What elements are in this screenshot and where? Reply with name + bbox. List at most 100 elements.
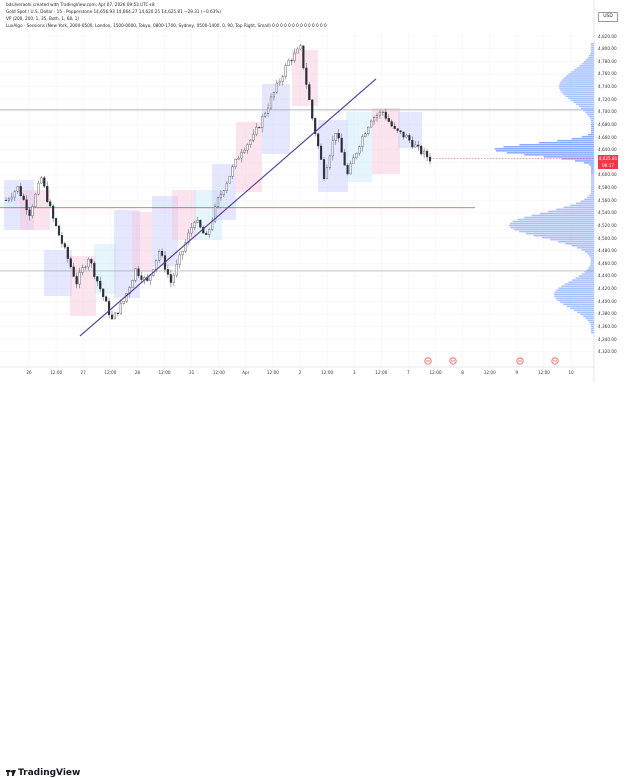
candle-body	[10, 196, 13, 200]
candle-body	[240, 152, 243, 159]
candle-body	[411, 140, 414, 148]
volume-profile-bar	[578, 105, 594, 108]
time-tick-label: 10	[568, 370, 574, 375]
candle-body	[116, 312, 119, 315]
volume-profile-bar	[559, 83, 594, 85]
candle-body	[258, 127, 261, 129]
candle-body	[213, 206, 217, 222]
candle-body	[231, 166, 234, 177]
candle-body	[261, 116, 264, 128]
volume-profile-bar	[581, 249, 594, 251]
volume-profile-bar	[559, 85, 594, 87]
symbol-line[interactable]: Gold Spot / U.S. Dollar · 15 · Peppersto…	[6, 9, 221, 14]
volume-profile-bar	[568, 73, 594, 75]
time-tick-label: 12:00	[537, 370, 550, 375]
volume-profile-bar	[559, 301, 594, 304]
price-tick-label: 4,480.00	[598, 248, 617, 254]
volume-profile-bar	[591, 327, 594, 330]
volume-profile-bar	[588, 115, 594, 118]
candle-body	[305, 67, 308, 85]
price-chart[interactable]	[0, 0, 625, 402]
volume-profile-bar	[565, 75, 594, 77]
volume-profile-bar	[591, 178, 594, 180]
candle-body	[178, 254, 181, 265]
time-tick-label: 27	[80, 370, 86, 375]
candle-body	[425, 150, 429, 158]
time-tick-label: 12:00	[483, 370, 496, 375]
candle-body	[269, 96, 273, 109]
candle-body	[40, 177, 43, 184]
candle-body	[169, 274, 172, 283]
trendline	[79, 78, 377, 337]
volume-profile-bar	[590, 257, 594, 259]
volume-profile-bar	[563, 77, 594, 79]
price-tick-label: 4,540.00	[598, 210, 617, 216]
volume-profile-bar	[573, 309, 594, 312]
candle-body	[381, 111, 384, 113]
volume-profile-bar	[571, 71, 594, 73]
volume-profile-bar	[541, 236, 594, 239]
volume-profile-bar	[570, 99, 594, 102]
candle-body	[196, 219, 199, 223]
candle-body	[96, 276, 99, 282]
volume-profile-bar	[558, 287, 594, 289]
event-markers	[424, 357, 559, 365]
current-price-badge: 4,625.81	[598, 154, 618, 162]
candle-body	[205, 232, 208, 235]
volume-profile-bar	[590, 51, 594, 53]
price-tick-label: 4,760.00	[598, 71, 617, 77]
volume-profile-bar	[590, 259, 594, 261]
currency-badge[interactable]: USD	[598, 12, 618, 22]
candle-body	[266, 107, 270, 114]
time-tick-label: 8	[461, 370, 464, 375]
candle-body	[290, 60, 293, 62]
horizontal-levels	[0, 109, 594, 272]
candle-body	[219, 194, 223, 198]
session-box	[398, 112, 422, 148]
price-tick-label: 4,660.00	[598, 134, 617, 140]
volume-profile-bar	[591, 184, 594, 186]
time-tick-label: 12:00	[429, 370, 442, 375]
volume-profile-bar	[591, 125, 594, 128]
session-box	[262, 84, 290, 154]
price-tick-label: 4,320.00	[598, 349, 617, 355]
sessions-indicator-line[interactable]: LuxAlgo · Sessions (New York, 2000-0500,…	[6, 23, 327, 28]
candle-body	[249, 140, 252, 145]
candle-body	[405, 135, 408, 138]
volume-profile-bar	[570, 204, 594, 207]
time-tick-label: 31	[188, 370, 195, 375]
volume-profile-bar	[591, 180, 594, 182]
time-tick-label: 12:00	[104, 370, 117, 375]
volume-profile-bar	[509, 222, 594, 225]
volume-profile-bar	[591, 331, 594, 334]
candle-body	[352, 157, 355, 164]
candle-body	[402, 131, 405, 138]
candle-body	[237, 157, 240, 160]
volume-profile-bar	[563, 93, 594, 95]
candle-body	[19, 186, 22, 197]
candle-body	[181, 250, 184, 256]
candle-body	[281, 76, 284, 82]
candle-body	[417, 144, 420, 147]
volume-profile-bar	[557, 299, 594, 302]
volume-profile-bar	[565, 95, 594, 97]
candle-body	[361, 136, 364, 147]
volume-profile-bar	[575, 202, 594, 205]
candle-body	[93, 262, 96, 277]
candle-body	[46, 186, 49, 202]
candle-body	[49, 201, 52, 207]
volume-profile-bar	[590, 261, 594, 263]
candle-body	[378, 111, 382, 116]
candle-body	[325, 167, 329, 179]
candle-body	[420, 145, 423, 155]
volume-profile-bar	[591, 172, 594, 174]
volume-profile-bar	[571, 137, 594, 140]
candle-body	[299, 45, 302, 50]
vp-indicator-line[interactable]: VP (200, 200, 1, 35, Both, 1, 68, 1)	[6, 16, 79, 21]
volume-profile-bar	[581, 135, 594, 138]
volume-profile-bar	[577, 247, 594, 249]
price-tick-label: 4,460.00	[598, 260, 617, 266]
volume-profile-bar	[554, 293, 594, 296]
volume-profile	[494, 42, 594, 334]
volume-profile-bar	[580, 107, 594, 110]
